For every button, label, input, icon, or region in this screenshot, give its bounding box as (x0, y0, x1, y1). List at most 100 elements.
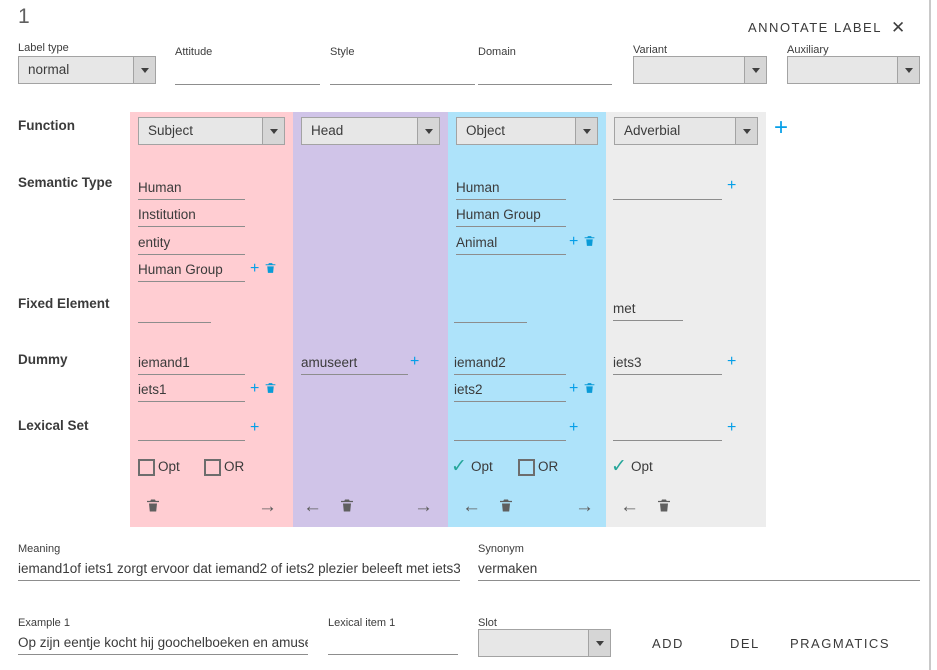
or-checkbox-label: OR (224, 459, 245, 474)
adverbial-lexical-set-input[interactable] (613, 417, 722, 441)
variant-label: Variant (633, 44, 668, 56)
pragmatics-button[interactable]: PRAGMATICS (790, 636, 890, 651)
add-lexical-set-icon[interactable]: + (250, 419, 260, 436)
object-dummy-input[interactable]: iets2 (454, 378, 566, 402)
dropdown-arrow-icon (133, 57, 155, 83)
dropdown-arrow-icon (897, 57, 919, 83)
head-function-value: Head (311, 123, 344, 138)
label-type-label: Label type (18, 42, 69, 54)
head-column (293, 112, 448, 527)
add-lexical-set-icon[interactable]: + (727, 419, 737, 436)
adverbial-semantic-type-input[interactable] (613, 176, 722, 200)
move-subject-right-icon[interactable]: → (258, 496, 277, 517)
object-dummy-input[interactable]: iemand2 (454, 351, 566, 375)
head-function-select[interactable]: Head (301, 117, 440, 145)
add-semantic-type-icon[interactable]: + (727, 177, 737, 194)
variant-select[interactable] (633, 56, 767, 84)
object-fixed-element-input[interactable] (454, 299, 527, 323)
dropdown-arrow-icon (575, 118, 597, 144)
lexical-item1-input[interactable] (328, 631, 458, 655)
subject-opt-checkbox[interactable] (138, 459, 155, 476)
move-head-right-icon[interactable]: → (414, 496, 433, 517)
add-semantic-type-icon[interactable]: + (569, 233, 579, 250)
style-label: Style (330, 46, 355, 58)
add-dummy-icon[interactable]: + (569, 380, 579, 397)
move-head-left-icon[interactable]: ← (303, 496, 322, 517)
delete-semantic-type-icon[interactable] (264, 261, 277, 275)
object-function-select[interactable]: Object (456, 117, 598, 145)
lexical-item1-label: Lexical item 1 (328, 617, 396, 629)
object-function-value: Object (466, 123, 506, 138)
add-dummy-icon[interactable]: + (410, 353, 420, 370)
add-dummy-icon[interactable]: + (250, 380, 260, 397)
adverbial-opt-checkbox-checked-icon[interactable]: ✓ (611, 456, 627, 477)
object-semantic-type-input[interactable]: Animal (456, 231, 566, 255)
move-adverbial-left-icon[interactable]: ← (620, 496, 639, 517)
close-icon[interactable]: ✕ (891, 18, 906, 37)
domain-input[interactable] (478, 61, 612, 85)
meaning-label: Meaning (18, 543, 61, 555)
delete-semantic-type-icon[interactable] (583, 234, 596, 248)
subject-or-checkbox[interactable] (204, 459, 221, 476)
semantic-type-row-label: Semantic Type (18, 175, 113, 190)
subject-dummy-input[interactable]: iemand1 (138, 351, 245, 375)
subject-column (130, 112, 293, 527)
object-or-checkbox[interactable] (518, 459, 535, 476)
add-dummy-icon[interactable]: + (727, 353, 737, 370)
add-button[interactable]: ADD (652, 636, 684, 651)
fixed-element-row-label: Fixed Element (18, 296, 110, 311)
lexical-set-row-label: Lexical Set (18, 418, 89, 433)
object-semantic-type-input[interactable]: Human Group (456, 203, 566, 227)
synonym-label: Synonym (478, 543, 524, 555)
object-semantic-type-input[interactable]: Human (456, 176, 566, 200)
delete-subject-column-icon[interactable] (145, 497, 161, 514)
adverbial-dummy-input[interactable]: iets3 (613, 351, 722, 375)
synonym-input[interactable]: vermaken (478, 557, 920, 581)
delete-dummy-icon[interactable] (583, 381, 596, 395)
example1-label: Example 1 (18, 617, 70, 629)
subject-semantic-type-input[interactable]: Human Group (138, 258, 245, 282)
subject-lexical-set-input[interactable] (138, 417, 245, 441)
move-object-right-icon[interactable]: → (575, 496, 594, 517)
opt-checkbox-label: Opt (158, 459, 180, 474)
subject-semantic-type-input[interactable]: Institution (138, 203, 245, 227)
auxiliary-label: Auxiliary (787, 44, 829, 56)
add-semantic-type-icon[interactable]: + (250, 260, 260, 277)
label-type-select[interactable]: normal (18, 56, 156, 84)
opt-checkbox-label: Opt (471, 459, 493, 474)
slot-label: Slot (478, 617, 497, 629)
subject-fixed-element-input[interactable] (138, 299, 211, 323)
object-lexical-set-input[interactable] (454, 417, 566, 441)
subject-function-select[interactable]: Subject (138, 117, 285, 145)
attitude-input[interactable] (175, 61, 320, 85)
dropdown-arrow-icon (262, 118, 284, 144)
subject-semantic-type-input[interactable]: Human (138, 176, 245, 200)
label-type-select-value: normal (28, 62, 70, 77)
delete-head-column-icon[interactable] (339, 497, 355, 514)
meaning-input[interactable]: iemand1of iets1 zorgt ervoor dat iemand2… (18, 557, 460, 581)
subject-semantic-type-input[interactable]: entity (138, 231, 245, 255)
adverbial-function-value: Adverbial (624, 123, 681, 138)
adverbial-function-select[interactable]: Adverbial (614, 117, 758, 145)
style-input[interactable] (330, 61, 475, 85)
delete-adverbial-column-icon[interactable] (656, 497, 672, 514)
auxiliary-select[interactable] (787, 56, 920, 84)
delete-object-column-icon[interactable] (498, 497, 514, 514)
delete-dummy-icon[interactable] (264, 381, 277, 395)
annotate-label-button[interactable]: ANNOTATE LABEL (748, 20, 882, 35)
dropdown-arrow-icon (417, 118, 439, 144)
add-column-icon[interactable]: + (774, 114, 789, 141)
example1-input[interactable]: Op zijn eentje kocht hij goochelboeken e… (18, 631, 308, 655)
head-dummy-input[interactable]: amuseert (301, 351, 408, 375)
object-opt-checkbox-checked-icon[interactable]: ✓ (451, 456, 467, 477)
move-object-left-icon[interactable]: ← (462, 496, 481, 517)
adverbial-fixed-element-input[interactable]: met (613, 297, 683, 321)
del-button[interactable]: DEL (730, 636, 760, 651)
add-lexical-set-icon[interactable]: + (569, 419, 579, 436)
function-row-label: Function (18, 118, 75, 133)
adverbial-column (606, 112, 766, 527)
opt-checkbox-label: Opt (631, 459, 653, 474)
page-title: 1 (18, 5, 30, 28)
subject-dummy-input[interactable]: iets1 (138, 378, 245, 402)
slot-select[interactable] (478, 629, 611, 657)
